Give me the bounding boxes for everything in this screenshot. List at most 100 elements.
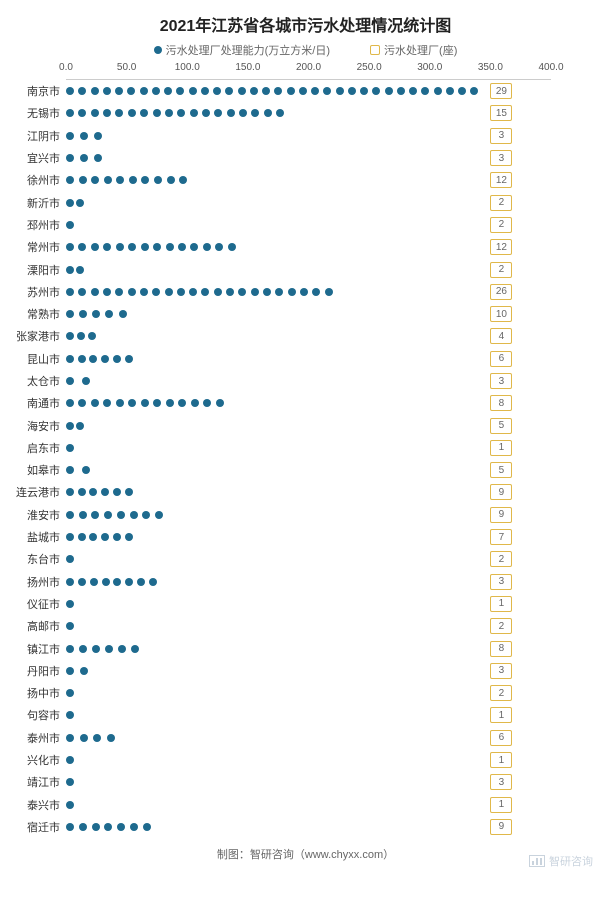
bar-area [66, 727, 551, 749]
dot-icon [66, 555, 74, 563]
capacity-dots [66, 578, 161, 586]
dot-icon [264, 109, 272, 117]
bar-area [66, 414, 551, 436]
dot-icon [251, 288, 259, 296]
dot-icon [115, 87, 123, 95]
dot-icon [125, 488, 133, 496]
capacity-dots [66, 801, 74, 809]
dot-icon [214, 109, 222, 117]
dot-icon [66, 444, 74, 452]
dot-icon [78, 399, 86, 407]
city-row: 兴化市1 [0, 749, 611, 771]
dot-icon [66, 266, 74, 274]
dot-icon [149, 578, 157, 586]
plants-box-icon [370, 45, 380, 55]
dot-icon [66, 199, 74, 207]
axis-tick: 250.0 [357, 62, 382, 73]
dot-icon [131, 645, 139, 653]
city-label: 邳州市 [0, 217, 66, 233]
plant-count-box: 12 [490, 239, 512, 255]
dot-icon [201, 87, 209, 95]
legend-label-capacity: 污水处理厂处理能力(万立方米/日) [166, 42, 330, 58]
dot-icon [91, 511, 99, 519]
capacity-dots [66, 87, 483, 95]
city-row: 太仓市3 [0, 370, 611, 392]
dot-icon [91, 109, 99, 117]
dot-icon [409, 87, 417, 95]
capacity-dots [66, 533, 136, 541]
dot-icon [128, 109, 136, 117]
dot-icon [128, 243, 136, 251]
dot-icon [141, 243, 149, 251]
chart-rows: 南京市29无锡市15江阴市3宜兴市3徐州市12新沂市2邳州市2常州市12溧阳市2… [0, 80, 611, 838]
city-label: 江阴市 [0, 128, 66, 144]
city-label: 昆山市 [0, 351, 66, 367]
plant-count-box: 5 [490, 418, 512, 434]
capacity-dots [66, 711, 74, 719]
dot-icon [215, 243, 223, 251]
city-label: 泰州市 [0, 730, 66, 746]
city-label: 泰兴市 [0, 797, 66, 813]
dot-icon [66, 377, 74, 385]
city-row: 邳州市 2 [0, 214, 611, 236]
dot-icon [360, 87, 368, 95]
dot-icon [178, 399, 186, 407]
dot-icon [66, 645, 74, 653]
dot-icon [76, 422, 84, 430]
dot-icon [113, 488, 121, 496]
bar-area [66, 593, 551, 615]
dot-icon [101, 488, 109, 496]
dot-icon [275, 288, 283, 296]
dot-icon [140, 288, 148, 296]
city-row: 泰州市6 [0, 727, 611, 749]
legend-item-plants: 污水处理厂(座) [370, 42, 457, 58]
dot-icon [76, 199, 84, 207]
city-row: 靖江市3 [0, 771, 611, 793]
bar-area [66, 214, 551, 236]
plant-count-box: 1 [490, 752, 512, 768]
city-row: 启东市1 [0, 437, 611, 459]
dot-icon [66, 109, 74, 117]
capacity-dots [66, 778, 74, 786]
city-row: 张家港市4 [0, 325, 611, 347]
dot-icon [102, 578, 110, 586]
plant-count-box: 9 [490, 484, 512, 500]
plant-count-box: 1 [490, 707, 512, 723]
city-row: 东台市2 [0, 548, 611, 570]
bar-area [66, 548, 551, 570]
capacity-dots [66, 756, 74, 764]
city-row: 南通市8 [0, 392, 611, 414]
bar-area [66, 147, 551, 169]
city-row: 江阴市3 [0, 125, 611, 147]
plant-count-box: 29 [490, 83, 512, 99]
dot-icon [117, 823, 125, 831]
dot-icon [189, 288, 197, 296]
city-label: 苏州市 [0, 284, 66, 300]
capacity-dots [66, 689, 74, 697]
bar-area [66, 437, 551, 459]
bar-area [66, 258, 551, 280]
city-label: 太仓市 [0, 373, 66, 389]
plant-count-box: 2 [490, 195, 512, 211]
dot-icon [66, 734, 74, 742]
city-label: 张家港市 [0, 328, 66, 344]
dot-icon [127, 87, 135, 95]
dot-icon [191, 399, 199, 407]
plant-count-box: 2 [490, 262, 512, 278]
bar-area [66, 125, 551, 147]
dot-icon [458, 87, 466, 95]
dot-icon [142, 511, 150, 519]
capacity-dots [66, 332, 99, 340]
plant-count-box: 2 [490, 217, 512, 233]
dot-icon [228, 243, 236, 251]
dot-icon [176, 87, 184, 95]
dot-icon [94, 132, 102, 140]
city-label: 镇江市 [0, 641, 66, 657]
capacity-dots [66, 823, 156, 831]
axis-tick: 300.0 [417, 62, 442, 73]
dot-icon [103, 243, 111, 251]
dot-icon [104, 511, 112, 519]
plant-count-box: 8 [490, 641, 512, 657]
dot-icon [103, 109, 111, 117]
legend-item-capacity: 污水处理厂处理能力(万立方米/日) [154, 42, 330, 58]
